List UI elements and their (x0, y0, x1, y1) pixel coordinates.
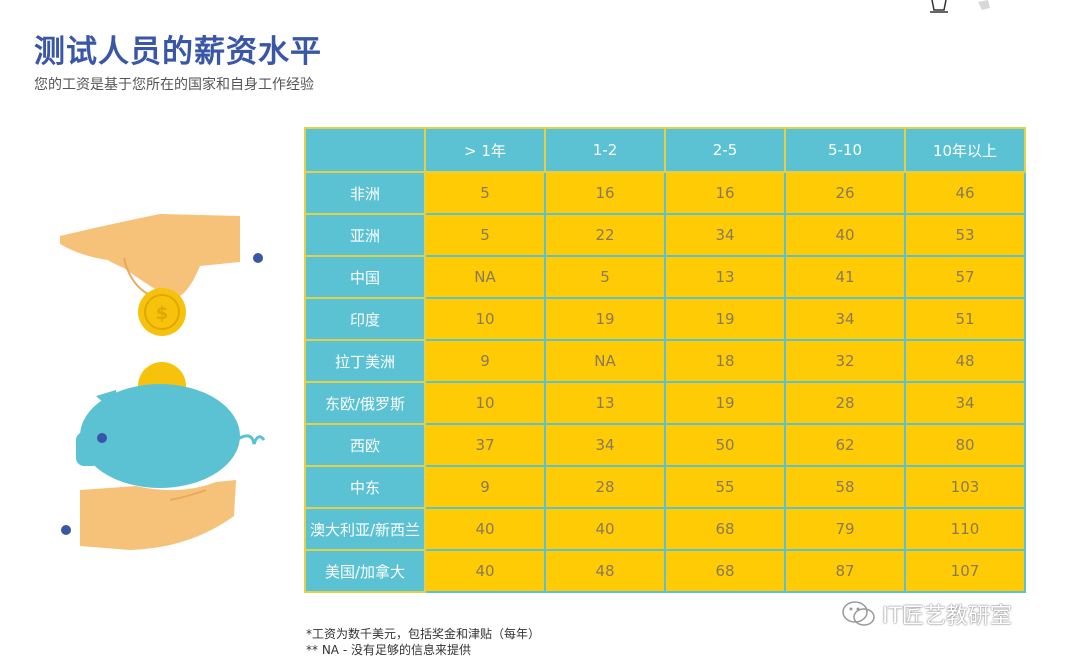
salary-cell: 32 (784, 339, 906, 383)
salary-cell: 34 (664, 213, 786, 257)
salary-cell: 110 (904, 507, 1026, 551)
page-subtitle: 您的工资是基于您所在的国家和自身工作经验 (34, 77, 314, 93)
table-row: 中东 9 28 55 58 103 (304, 465, 1026, 509)
salary-cell: 9 (424, 465, 546, 509)
table-row: 拉丁美洲 9 NA 18 32 48 (304, 339, 1026, 383)
table-header-cell: 2-5 (664, 127, 786, 173)
table-header-cell: 10年以上 (904, 127, 1026, 173)
salary-cell: 80 (904, 423, 1026, 467)
salary-cell: 5 (424, 213, 546, 257)
region-cell: 东欧/俄罗斯 (304, 381, 426, 425)
page-title: 测试人员的薪资水平 (34, 34, 322, 70)
salary-cell: 5 (544, 255, 666, 299)
table-header-cell: > 1年 (424, 127, 546, 173)
salary-cell: 55 (664, 465, 786, 509)
salary-cell: 18 (664, 339, 786, 383)
table-row: 非洲 5 16 16 26 46 (304, 171, 1026, 215)
salary-cell: 46 (904, 171, 1026, 215)
salary-cell: 19 (664, 297, 786, 341)
watermark: IT匠艺教研室 (842, 598, 1012, 630)
salary-cell: NA (424, 255, 546, 299)
table-row: 澳大利亚/新西兰 40 40 68 79 110 (304, 507, 1026, 551)
salary-cell: 51 (904, 297, 1026, 341)
salary-cell: 34 (784, 297, 906, 341)
salary-cell: 16 (664, 171, 786, 215)
table-header-cell: 1-2 (544, 127, 666, 173)
salary-cell: NA (544, 339, 666, 383)
salary-cell: 50 (664, 423, 786, 467)
salary-table: > 1年 1-2 2-5 5-10 10年以上 非洲 5 16 16 26 46… (304, 127, 1026, 593)
region-cell: 西欧 (304, 423, 426, 467)
salary-cell: 34 (904, 381, 1026, 425)
watermark-text: IT匠艺教研室 (882, 604, 1012, 629)
salary-cell: 107 (904, 549, 1026, 593)
region-cell: 澳大利亚/新西兰 (304, 507, 426, 551)
footnote-na: ** NA - 没有足够的信息来提供 (306, 643, 471, 657)
salary-cell: 58 (784, 465, 906, 509)
salary-cell: 5 (424, 171, 546, 215)
table-row: 印度 10 19 19 34 51 (304, 297, 1026, 341)
salary-cell: 62 (784, 423, 906, 467)
salary-cell: 48 (904, 339, 1026, 383)
region-cell: 中国 (304, 255, 426, 299)
salary-cell: 87 (784, 549, 906, 593)
salary-cell: 10 (424, 297, 546, 341)
footnote-salary: *工资为数千美元，包括奖金和津贴（每年） (306, 627, 541, 641)
salary-cell: 41 (784, 255, 906, 299)
salary-cell: 19 (664, 381, 786, 425)
salary-cell: 13 (544, 381, 666, 425)
table-row: 东欧/俄罗斯 10 13 19 28 34 (304, 381, 1026, 425)
salary-cell: 57 (904, 255, 1026, 299)
salary-cell: 68 (664, 507, 786, 551)
table-header-row: > 1年 1-2 2-5 5-10 10年以上 (304, 127, 1026, 173)
region-cell: 中东 (304, 465, 426, 509)
table-header-cell (304, 127, 426, 173)
region-cell: 美国/加拿大 (304, 549, 426, 593)
salary-cell: 10 (424, 381, 546, 425)
salary-cell: 79 (784, 507, 906, 551)
salary-cell: 22 (544, 213, 666, 257)
salary-cell: 28 (784, 381, 906, 425)
salary-cell: 28 (544, 465, 666, 509)
salary-cell: 13 (664, 255, 786, 299)
top-decoration-icon (930, 0, 990, 13)
salary-cell: 19 (544, 297, 666, 341)
salary-cell: 103 (904, 465, 1026, 509)
svg-text:$: $ (156, 303, 169, 324)
hand-coin-piggy-bank-icon: $ (60, 214, 266, 550)
region-cell: 拉丁美洲 (304, 339, 426, 383)
salary-cell: 9 (424, 339, 546, 383)
region-cell: 印度 (304, 297, 426, 341)
wechat-icon (842, 601, 875, 626)
salary-cell: 34 (544, 423, 666, 467)
table-row: 中国 NA 5 13 41 57 (304, 255, 1026, 299)
salary-cell: 53 (904, 213, 1026, 257)
salary-cell: 40 (424, 549, 546, 593)
region-cell: 亚洲 (304, 213, 426, 257)
table-row: 美国/加拿大 40 48 68 87 107 (304, 549, 1026, 593)
salary-cell: 16 (544, 171, 666, 215)
table-header-cell: 5-10 (784, 127, 906, 173)
table-row: 亚洲 5 22 34 40 53 (304, 213, 1026, 257)
salary-cell: 68 (664, 549, 786, 593)
salary-cell: 40 (424, 507, 546, 551)
region-cell: 非洲 (304, 171, 426, 215)
salary-cell: 48 (544, 549, 666, 593)
salary-cell: 40 (784, 213, 906, 257)
salary-cell: 40 (544, 507, 666, 551)
salary-cell: 26 (784, 171, 906, 215)
salary-cell: 37 (424, 423, 546, 467)
table-row: 西欧 37 34 50 62 80 (304, 423, 1026, 467)
